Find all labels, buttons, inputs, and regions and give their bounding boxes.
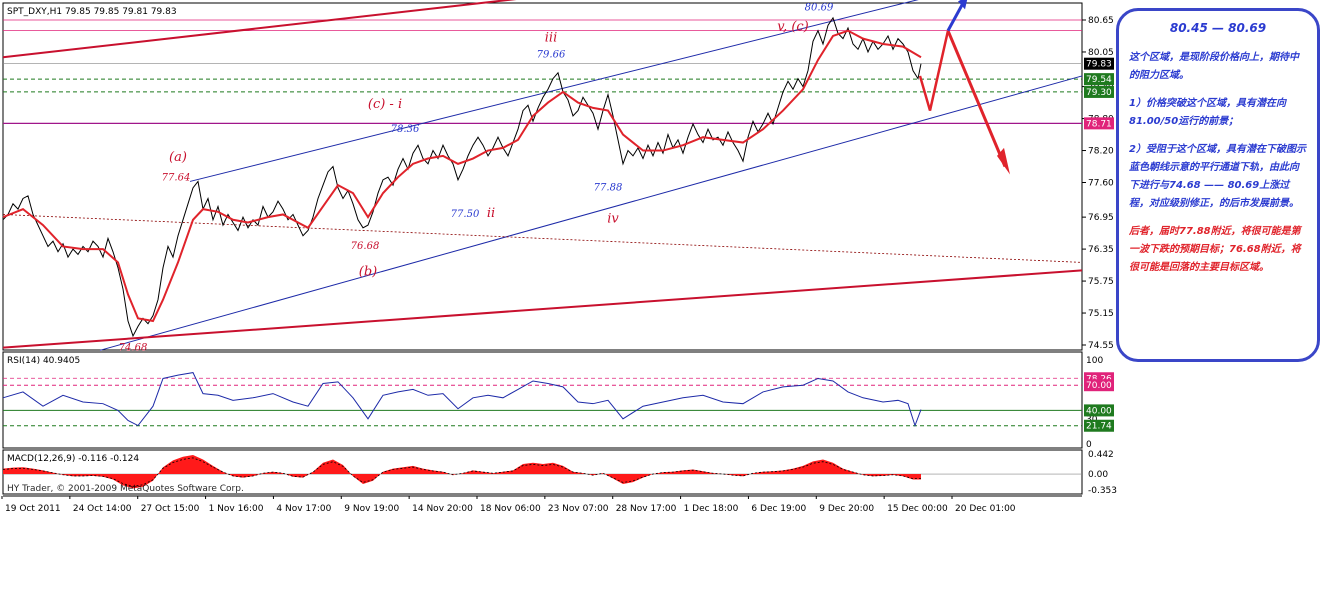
wave-annotation: iii [545,30,557,45]
outer-red-upper-line [2,0,517,59]
time-label: 24 Oct 14:00 [73,504,132,514]
time-label: 9 Dec 20:00 [819,504,874,514]
rsi-level-bg [1084,419,1114,432]
time-label: 19 Oct 2011 [5,504,61,514]
price-tick-label: 75.15 [1088,309,1114,319]
down-arrowhead [997,147,1010,175]
wave-annotation: v, (c) [777,20,809,35]
price-label: 79.54 [1086,75,1112,85]
price-label-bg [1084,57,1114,70]
rsi-axis-label: 0 [1086,440,1092,450]
wave-annotation: 74.68 [119,342,148,353]
time-label: 14 Nov 20:00 [412,504,473,514]
upper-channel-line [189,0,919,182]
rsi-header: RSI(14) 40.9405 [7,356,80,366]
projection-up-arrow [946,0,966,32]
time-label: 18 Nov 06:00 [480,504,541,514]
macd-histogram [3,454,921,489]
moving-average-line [2,29,922,323]
price-tick-label: 80.05 [1088,48,1114,58]
macd-axis-label: 0.442 [1088,450,1114,460]
time-label: 28 Nov 17:00 [616,504,677,514]
time-label: 4 Nov 17:00 [276,504,331,514]
price-tick-label: 76.35 [1088,245,1114,255]
note-paragraph-3: 2）受阻于这个区域，具有潜在下破图示蓝色朝线示意的平行通道下轨，由此向下进行与7… [1129,144,1306,209]
macd-axis-label: 0.00 [1088,470,1108,480]
note-title: 80.45 — 80.69 [1169,21,1267,35]
rsi-level-label: 21.74 [1086,422,1112,432]
dotted-trend-line [2,214,1083,263]
note-paragraph-1: 这个区域，是现阶段价格向上，期待中的阻力区域。 [1129,52,1299,81]
lower-channel-line [99,75,1083,351]
price-tick-label: 75.75 [1088,277,1114,287]
wave-annotation: 77.50 [451,209,480,220]
time-label: 20 Dec 01:00 [955,504,1016,514]
copyright-text: HY Trader, © 2001-2009 MetaQuotes Softwa… [7,484,244,494]
time-label: 1 Dec 18:00 [684,504,739,514]
wave-annotation: 77.88 [594,182,623,193]
outer-red-lower-line [2,269,1083,349]
price-tick-label: 77.60 [1088,179,1114,189]
symbol-header: SPT_DXY,H1 79.85 79.85 79.81 79.83 [7,7,177,17]
wave-annotation: (c) - i [368,97,402,112]
price-label-bg [1084,117,1114,130]
price-tick-label: 76.95 [1088,213,1114,223]
price-label: 78.71 [1086,119,1112,129]
macd-axis-label: -0.353 [1088,486,1117,496]
wave-annotation: 79.66 [537,49,566,60]
up-arrowhead [958,0,968,10]
projection-red-path [918,30,950,111]
projection-down-arrow [946,30,1007,168]
price-panel [2,2,1083,351]
time-label: 6 Dec 19:00 [751,504,806,514]
wave-annotation: 80.69 [805,2,834,13]
price-tick-label: 80.65 [1088,16,1114,26]
rsi-level-label: 70.00 [1086,381,1112,391]
wave-annotation: (b) [359,265,377,280]
rsi-axis-label: 100 [1086,356,1103,366]
time-label: 27 Oct 15:00 [141,504,200,514]
analysis-note-box: 80.45 — 80.69 这个区域，是现阶段价格向上，期待中的阻力区域。 1）… [1116,8,1320,362]
wave-annotation: 76.68 [351,241,380,252]
wave-annotation: 78.36 [391,124,420,135]
wave-annotation: ii [487,206,495,221]
rsi-level-label: 40.00 [1086,406,1112,416]
note-paragraph-4: 后者，届时77.88附近，将很可能是第一波下跌的预期目标；76.68附近，将很可… [1129,226,1301,273]
time-label: 9 Nov 19:00 [344,504,399,514]
price-label: 79.83 [1086,60,1112,70]
price-label: 79.30 [1086,88,1112,98]
price-tick-label: 74.55 [1088,341,1114,351]
time-label: 1 Nov 16:00 [209,504,264,514]
wave-annotation: 77.64 [162,172,191,183]
time-label: 23 Nov 07:00 [548,504,609,514]
rsi-level-bg [1084,404,1114,417]
rsi-line [2,372,922,428]
rsi-level-bg [1084,379,1114,392]
wave-annotation: iv [607,211,619,226]
price-label-bg [1084,73,1114,86]
time-label: 15 Dec 00:00 [887,504,948,514]
price-tick-label: 78.20 [1088,147,1114,157]
rsi-panel [2,351,1083,449]
price-line [2,16,922,338]
wave-annotation: (a) [169,150,187,165]
price-label-bg [1084,85,1114,98]
macd-header: MACD(12,26,9) -0.116 -0.124 [7,454,139,464]
note-paragraph-2: 1）价格突破这个区域，具有潜在向81.00/50运行的前景； [1129,98,1286,127]
